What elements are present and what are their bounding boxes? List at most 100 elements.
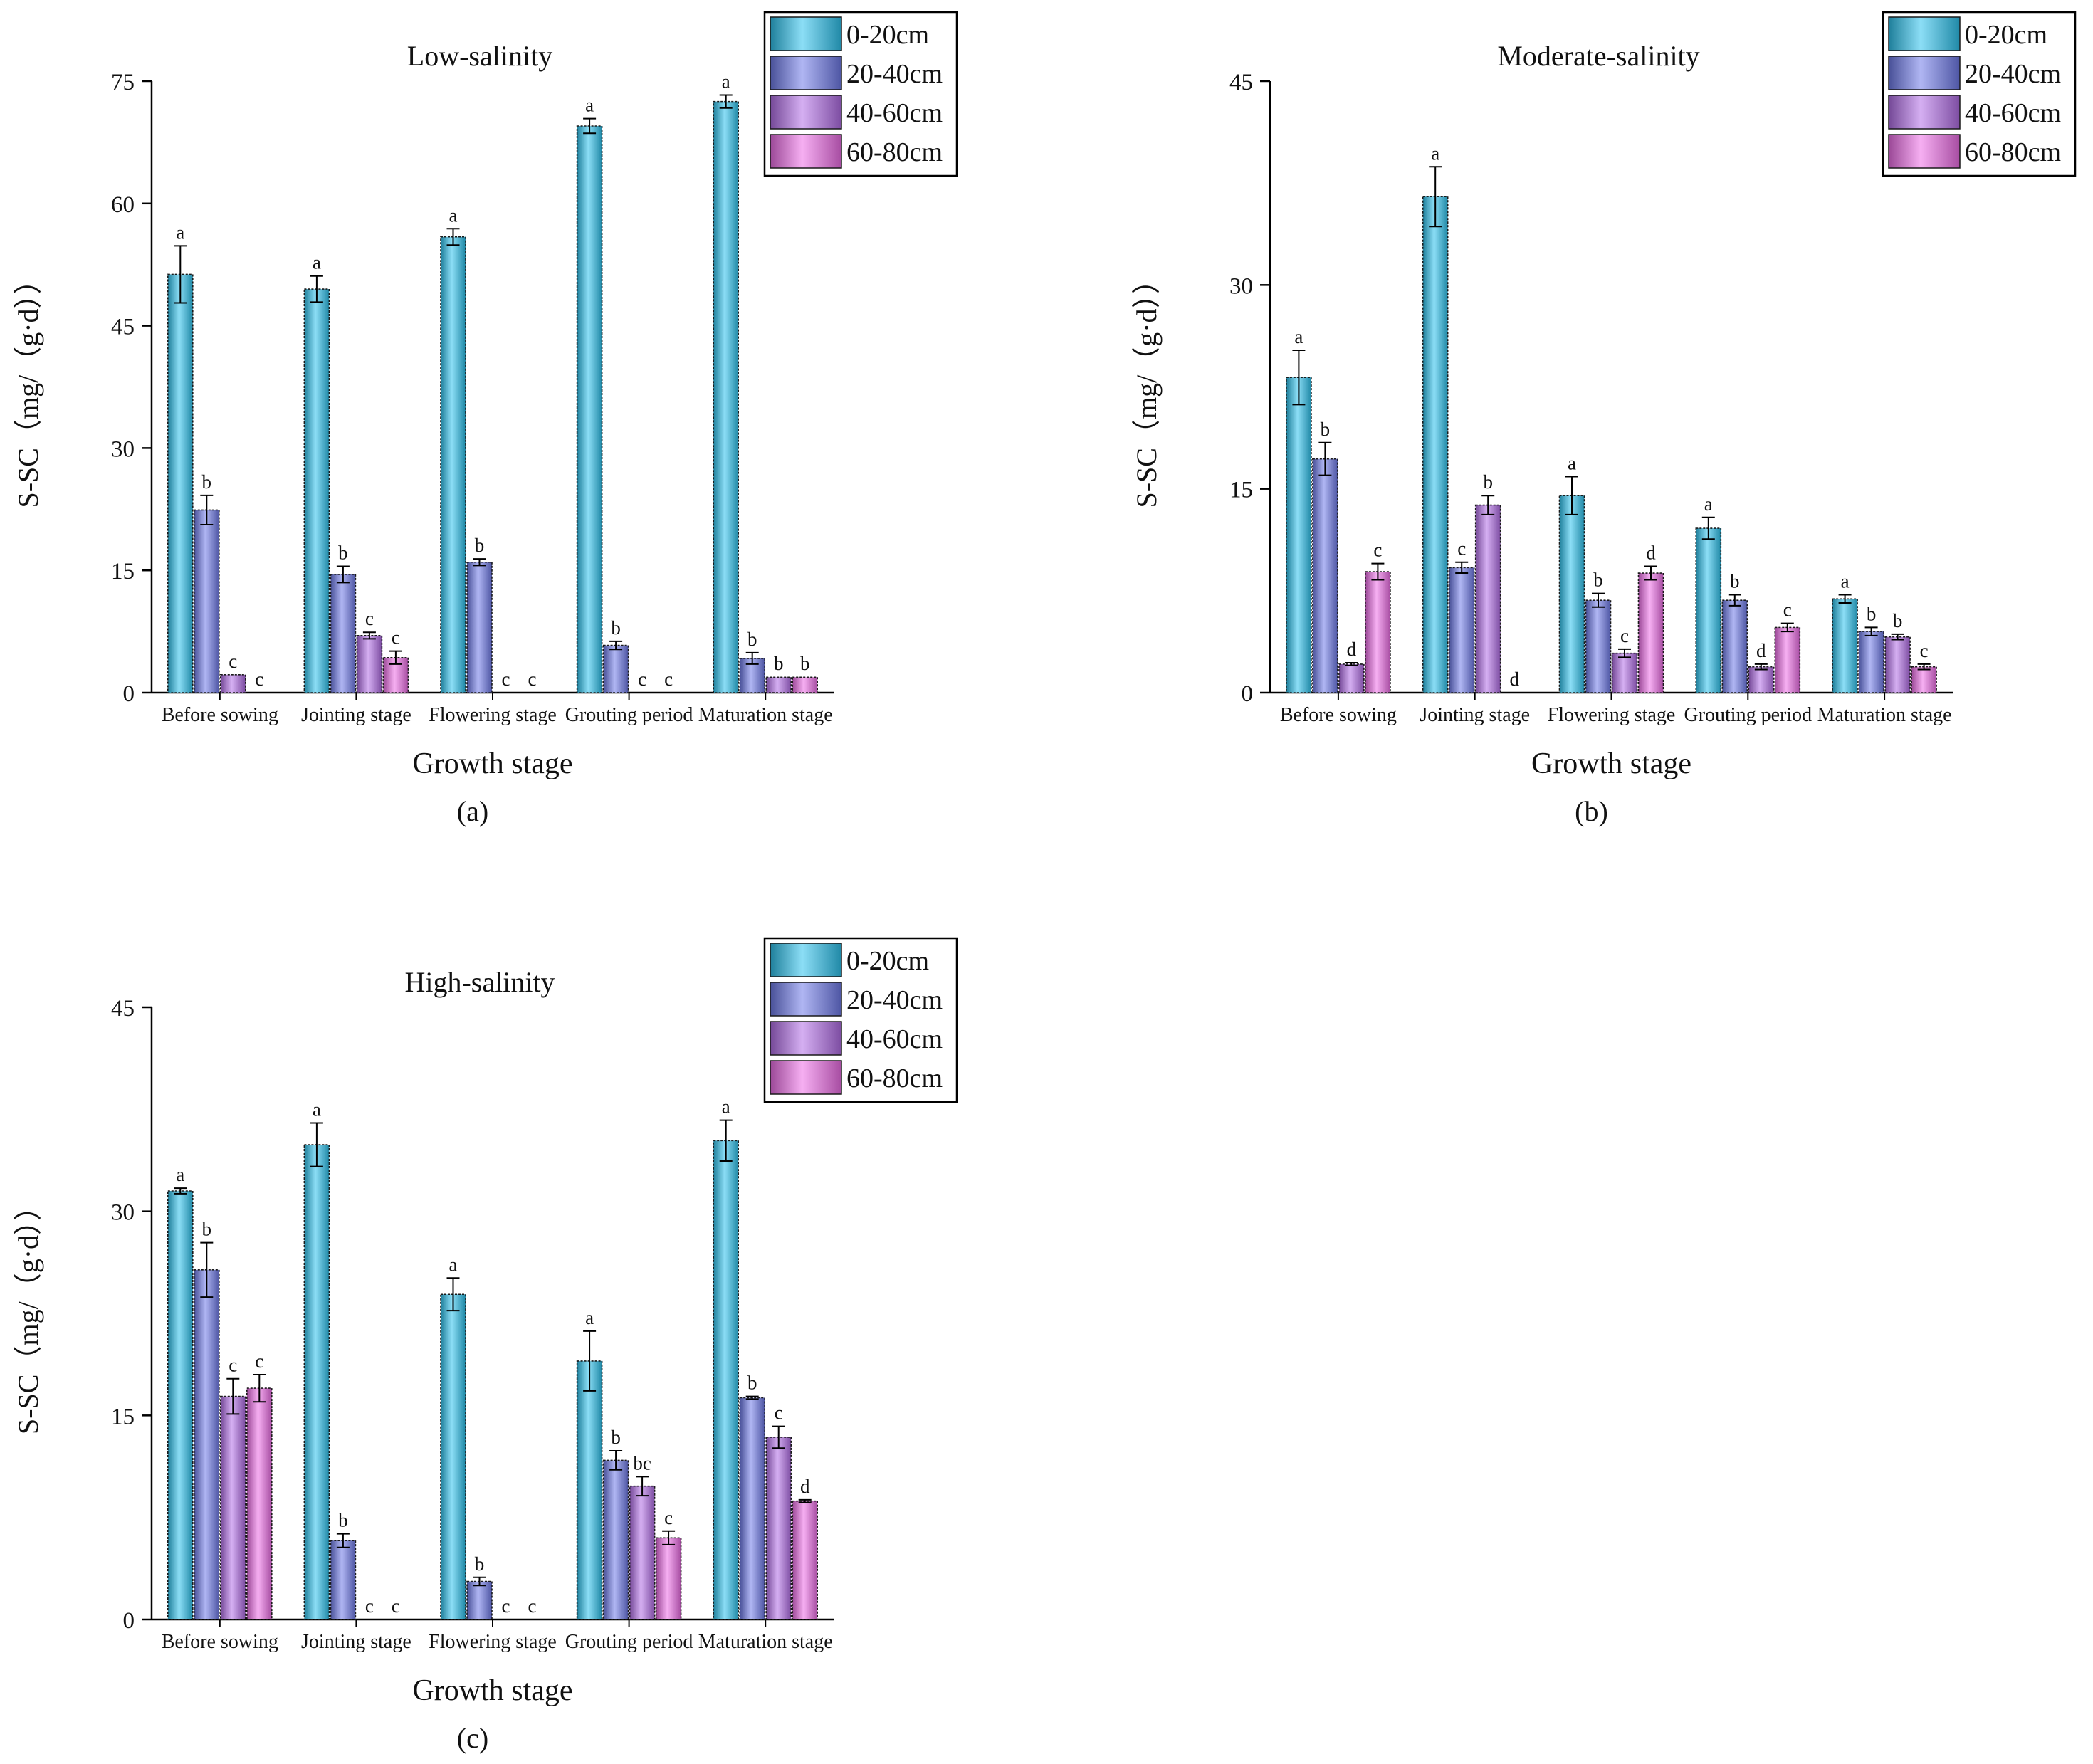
significance-letter: c [1620,625,1629,646]
legend-label: 40-60cm [846,1024,943,1054]
bar-40-60cm [219,674,246,693]
bar-40-60cm [1611,652,1638,693]
significance-letter: d [1347,639,1357,660]
significance-letter: c [392,1595,400,1617]
significance-letter: c [1373,540,1382,561]
significance-letter: c [392,627,400,649]
x-tick-label: Jointing stage [301,1631,411,1653]
legend-swatch [770,56,842,90]
legend-swatch [1888,16,1961,51]
significance-letter: c [229,1355,237,1376]
bar-60-80cm [246,1387,273,1620]
legend-label: 0-20cm [846,20,929,50]
legend-label: 60-80cm [846,1064,943,1093]
legend-label: 20-40cm [846,985,943,1015]
significance-letter: b [611,617,621,639]
x-axis-label: Growth stage [412,1674,572,1707]
significance-letter: b [774,653,784,674]
bar-0-20cm [713,100,740,693]
bar-20-40cm [466,1580,493,1620]
panel-caption: (c) [457,1722,488,1754]
significance-letter: b [338,542,348,563]
significance-letter: d [800,1476,810,1497]
significance-letter: c [1920,640,1929,661]
bar-40-60cm [219,1395,246,1620]
significance-letter: b [748,629,757,650]
bar-0-20cm [167,1190,194,1620]
legend-swatch [1888,56,1961,90]
significance-letter: c [664,668,673,690]
legend: 0-20cm 20-40cm 40-60cm 60-80cm [1882,11,2077,177]
bar-0-20cm [303,288,330,693]
x-tick-label: Maturation stage [698,1631,833,1653]
legend-label: 40-60cm [1965,98,2061,128]
significance-letter: c [502,1595,510,1617]
significance-letter: c [528,668,537,690]
legend-swatch [1888,134,1961,169]
bar-40-60cm [356,635,383,693]
x-tick-label: Jointing stage [1420,704,1530,726]
bar-60-80cm [655,1537,682,1620]
y-tick-label: 15 [111,559,135,584]
bar-20-40cm [330,1540,357,1620]
legend-swatch [770,95,842,130]
x-tick-label: Before sowing [162,704,278,726]
significance-letter: a [1704,493,1713,515]
bar-0-20cm [1422,196,1449,693]
significance-letter: c [229,651,237,672]
significance-letter: d [1646,542,1656,563]
chart-title: Moderate-salinity [1497,40,1699,72]
legend-label: 60-80cm [846,137,943,167]
significance-letter: b [475,1553,485,1575]
significance-letter: d [1756,640,1766,661]
significance-letter: a [313,252,321,273]
chart-title: Low-salinity [407,40,552,72]
y-tick-label: 30 [1229,273,1253,299]
significance-letter: b [475,535,485,556]
y-tick-label: 0 [123,1608,135,1634]
x-tick-label: Maturation stage [1817,704,1952,726]
x-tick-label: Maturation stage [698,704,833,726]
significance-letter: a [449,1254,458,1275]
legend-swatch [770,943,842,977]
bar-60-80cm [1911,666,1937,693]
bar-0-20cm [440,1293,466,1620]
legend-swatch [770,982,842,1017]
significance-letter: b [338,1510,348,1531]
bar-0-20cm [1558,495,1585,693]
panel-c: High-salinity 0 15 30 45 S-SC（mg/（g·d）） Growth… [12,937,958,1754]
significance-letter: a [313,1098,321,1120]
significance-letter: a [1568,452,1576,473]
legend-swatch [770,16,842,51]
legend-label: 20-40cm [1965,59,2061,89]
bar-0-20cm [1695,527,1722,693]
panel-a: Low-salinity 0 15 30 45 60 75 S-SC（mg/（g·d）） Gro… [12,11,958,827]
significance-letter: b [1483,471,1493,493]
panel-caption: (a) [457,795,488,827]
significance-letter: a [1294,326,1303,347]
bar-20-40cm [739,1397,765,1620]
bar-20-40cm [602,644,629,693]
legend-label: 60-80cm [1965,137,2061,167]
bar-20-40cm [1585,599,1612,693]
y-tick-label: 45 [111,996,135,1022]
significance-letter: b [611,1427,621,1448]
significance-letter: c [664,1507,673,1528]
bar-20-40cm [602,1459,629,1620]
legend: 0-20cm 20-40cm 40-60cm 60-80cm [763,937,958,1103]
bar-20-40cm [330,574,357,693]
y-tick-label: 15 [1229,478,1253,503]
significance-letter: a [585,1307,594,1328]
panel-b: Moderate-salinity 0 15 30 45 S-SC（mg/（g·d）） Gr… [1131,11,2077,827]
significance-letter: c [365,1595,374,1617]
significance-letter: a [722,70,730,92]
bar-40-60cm [629,1485,656,1620]
legend-swatch [770,1060,842,1095]
significance-letter: c [638,668,646,690]
x-tick-label: Flowering stage [429,1631,557,1653]
y-axis-label: S-SC（mg/（g·d）） [12,266,44,508]
bar-60-80cm [1774,626,1801,693]
y-tick-label: 0 [1242,681,1254,707]
significance-letter: bc [633,1452,651,1474]
legend: 0-20cm 20-40cm 40-60cm 60-80cm [763,11,958,177]
